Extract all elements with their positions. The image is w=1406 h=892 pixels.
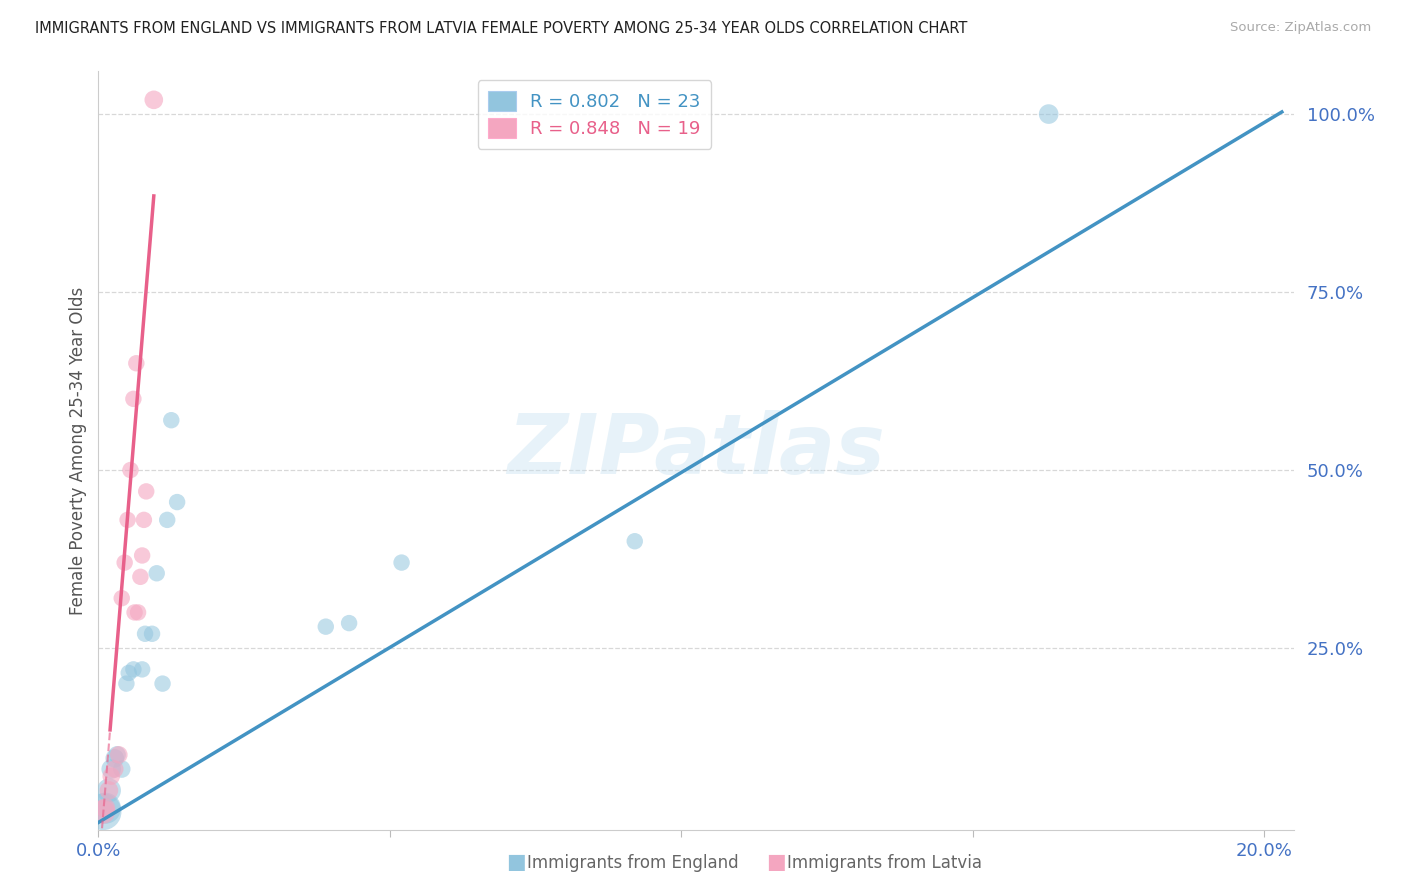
Point — [104, 751, 127, 765]
Text: Immigrants from England: Immigrants from England — [527, 855, 740, 872]
Point — [124, 606, 146, 620]
Point — [337, 616, 360, 631]
Point — [160, 413, 183, 427]
Text: IMMIGRANTS FROM ENGLAND VS IMMIGRANTS FROM LATVIA FEMALE POVERTY AMONG 25-34 YEA: IMMIGRANTS FROM ENGLAND VS IMMIGRANTS FR… — [35, 21, 967, 36]
Point — [132, 513, 155, 527]
Text: ■: ■ — [766, 853, 786, 872]
Point — [100, 762, 122, 776]
Point — [134, 627, 156, 641]
Point — [94, 801, 117, 815]
Point — [152, 676, 174, 690]
Point — [104, 762, 127, 776]
Point — [166, 495, 188, 509]
Text: Immigrants from Latvia: Immigrants from Latvia — [787, 855, 983, 872]
Point — [111, 591, 134, 606]
Point — [131, 549, 153, 563]
Point — [135, 484, 157, 499]
Point — [108, 747, 131, 762]
Point — [97, 783, 120, 797]
Point — [122, 392, 145, 406]
Text: Source: ZipAtlas.com: Source: ZipAtlas.com — [1230, 21, 1371, 34]
Point — [91, 805, 114, 819]
Y-axis label: Female Poverty Among 25-34 Year Olds: Female Poverty Among 25-34 Year Olds — [69, 286, 87, 615]
Point — [100, 769, 122, 783]
Point — [1038, 107, 1060, 121]
Point — [120, 463, 142, 477]
Point — [127, 606, 149, 620]
Point — [114, 556, 136, 570]
Point — [623, 534, 645, 549]
Point — [125, 356, 148, 370]
Point — [118, 665, 141, 680]
Point — [129, 570, 152, 584]
Point — [145, 566, 167, 581]
Point — [97, 783, 120, 797]
Point — [91, 805, 114, 819]
Point — [131, 662, 153, 676]
Point — [105, 747, 128, 762]
Text: ■: ■ — [506, 853, 526, 872]
Point — [111, 762, 134, 776]
Point — [94, 801, 117, 815]
Point — [315, 620, 337, 634]
Point — [156, 513, 179, 527]
Legend: R = 0.802   N = 23, R = 0.848   N = 19: R = 0.802 N = 23, R = 0.848 N = 19 — [478, 80, 711, 149]
Point — [141, 627, 163, 641]
Point — [142, 93, 165, 107]
Point — [117, 513, 139, 527]
Point — [122, 662, 145, 676]
Point — [115, 676, 138, 690]
Text: ZIPatlas: ZIPatlas — [508, 410, 884, 491]
Point — [391, 556, 413, 570]
